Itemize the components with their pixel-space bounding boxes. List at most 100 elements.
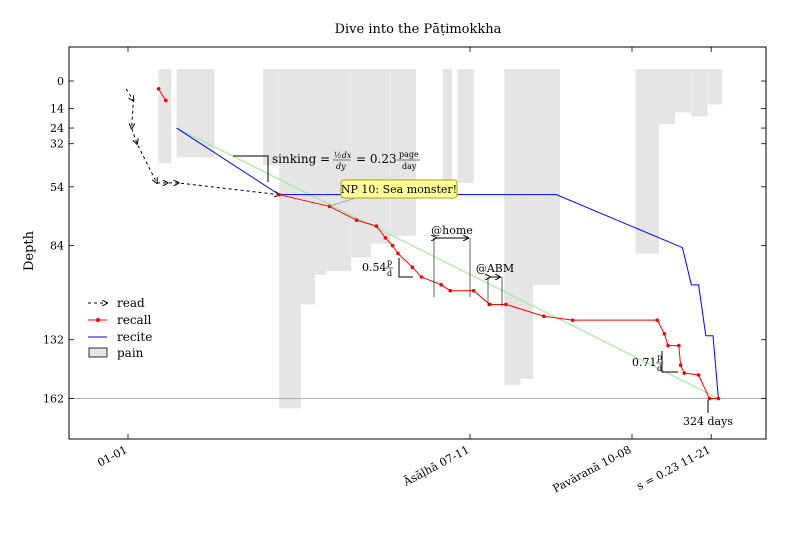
annotation-home: @home — [431, 224, 473, 297]
legend-item-recall: recall — [88, 313, 152, 327]
x-tick-label: 01-01 — [95, 443, 129, 469]
recall-point — [488, 302, 492, 307]
recall-early-segment — [158, 88, 167, 101]
y-tick-label: 14 — [50, 102, 64, 115]
pain-bar — [263, 69, 280, 166]
pain-bar — [659, 69, 676, 125]
svg-text:p: p — [387, 258, 392, 267]
recall-point — [277, 192, 282, 197]
pain-bar — [680, 69, 692, 113]
svg-text:d: d — [387, 269, 392, 278]
legend: read recall recite pain — [88, 296, 152, 360]
recall-point — [716, 396, 721, 401]
legend-label-recall: recall — [117, 313, 152, 327]
x-tick-label: Pavāranā 10-08 — [551, 443, 634, 495]
svg-text:page: page — [399, 150, 419, 159]
pain-bar — [300, 69, 316, 305]
pain-bar — [635, 69, 659, 254]
x-tick-label: s = 0.23 11-21 — [634, 443, 712, 493]
recall-point — [682, 371, 686, 375]
recall-point — [662, 332, 667, 336]
callout-np10-text: NP 10: Sea monster! — [341, 183, 457, 196]
recall-point — [354, 218, 359, 222]
plot-frame — [68, 46, 767, 440]
recall-point — [707, 396, 712, 401]
svg-text:day: day — [402, 162, 417, 171]
annotation-abm: @ABM — [476, 262, 514, 306]
pain-bar — [707, 69, 722, 105]
recall-points — [156, 87, 721, 401]
y-tick-label: 84 — [50, 240, 64, 253]
recall-point — [677, 343, 681, 348]
annotation-days: 324 days — [683, 400, 733, 428]
svg-text:d: d — [657, 364, 662, 373]
y-tick-label: 24 — [50, 122, 64, 135]
y-axis-label: Depth — [22, 230, 37, 271]
svg-text:= 0.23: = 0.23 — [356, 152, 397, 166]
recall-point — [410, 265, 415, 270]
recall-point — [327, 204, 332, 209]
svg-text:½dx: ½dx — [334, 151, 352, 160]
pain-bar — [457, 69, 474, 183]
recall-point — [504, 302, 508, 307]
recall-point — [655, 318, 659, 322]
legend-label-pain: pain — [117, 346, 144, 360]
y-tick-label: 32 — [50, 138, 64, 151]
legend-item-recite: recite — [88, 330, 152, 344]
pain-bar — [390, 69, 416, 236]
svg-text:p: p — [657, 353, 662, 362]
recall-point — [678, 363, 683, 368]
recall-point — [471, 288, 476, 293]
x-tick-label: Āsāḷhā 07-11 — [400, 443, 471, 489]
recall-point — [374, 224, 379, 228]
annotation-days-label: 324 days — [683, 415, 733, 428]
recall-point — [164, 98, 168, 103]
recall-point — [419, 275, 424, 279]
recall-point — [570, 318, 575, 322]
annotation-abm-label: @ABM — [476, 262, 514, 275]
callout-np10: NP 10: Sea monster! — [329, 179, 458, 207]
pain-bar — [520, 69, 533, 379]
pain-bar — [315, 69, 326, 276]
plot-area: sinking = ½dx dy = 0.23 page day NP 10: … — [69, 69, 766, 428]
pain-bar — [443, 69, 452, 183]
recall-point — [448, 288, 453, 293]
recall-point — [156, 87, 161, 91]
pain-bar — [371, 69, 391, 244]
pain-bar — [675, 69, 681, 113]
recall-point — [383, 236, 388, 240]
pain-bar — [176, 69, 215, 158]
annotation-slope-054: 0.54 p d — [362, 258, 413, 278]
recall-point — [542, 314, 546, 319]
legend-item-read: read — [88, 296, 145, 310]
recall-point — [390, 243, 395, 248]
annotation-slope-054-label: 0.54 — [362, 261, 387, 274]
y-axis: 0 14 24 32 54 84 132 162 — [43, 75, 766, 406]
recall-point — [696, 373, 701, 377]
annotation-slope-071: 0.71 p d — [632, 351, 678, 373]
chart-title: Dive into the Pāṭimokkha — [335, 22, 502, 37]
recall-point — [396, 251, 400, 256]
svg-text:dy: dy — [336, 162, 346, 171]
annotation-sinking-label: sinking = — [272, 152, 330, 166]
y-tick-label: 0 — [57, 75, 64, 88]
annotation-slope-071-label: 0.71 — [632, 356, 657, 369]
pain-bar — [533, 69, 560, 285]
y-tick-label: 54 — [50, 181, 64, 194]
annotation-sinking: sinking = ½dx dy = 0.23 page day — [233, 150, 420, 182]
pain-bar — [279, 69, 301, 409]
y-tick-label: 132 — [43, 334, 64, 347]
pain-bar — [326, 69, 352, 272]
legend-item-pain: pain — [88, 346, 144, 360]
legend-label-recite: recite — [117, 330, 152, 344]
legend-label-read: read — [117, 296, 145, 310]
y-tick-label: 162 — [43, 393, 64, 406]
trend-line — [176, 127, 719, 399]
pain-bar — [351, 69, 371, 258]
pain-bar — [504, 69, 521, 385]
annotation-home-label: @home — [431, 224, 473, 237]
pain-bar — [691, 69, 708, 117]
recall-point — [666, 343, 670, 348]
pain-bar — [165, 69, 172, 156]
